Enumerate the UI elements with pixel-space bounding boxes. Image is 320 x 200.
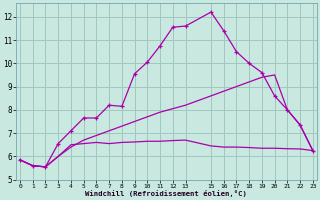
X-axis label: Windchill (Refroidissement éolien,°C): Windchill (Refroidissement éolien,°C): [85, 190, 247, 197]
